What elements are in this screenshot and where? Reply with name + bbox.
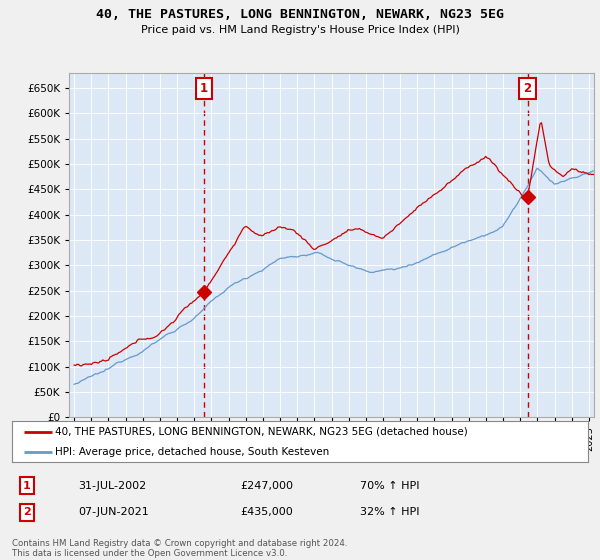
Text: 2: 2	[524, 82, 532, 95]
Text: 2: 2	[23, 507, 31, 517]
Text: 32% ↑ HPI: 32% ↑ HPI	[360, 507, 419, 517]
Text: 31-JUL-2002: 31-JUL-2002	[78, 480, 146, 491]
Text: Contains HM Land Registry data © Crown copyright and database right 2024.: Contains HM Land Registry data © Crown c…	[12, 539, 347, 548]
Text: 70% ↑ HPI: 70% ↑ HPI	[360, 480, 419, 491]
Text: 1: 1	[200, 82, 208, 95]
Text: This data is licensed under the Open Government Licence v3.0.: This data is licensed under the Open Gov…	[12, 549, 287, 558]
Text: 40, THE PASTURES, LONG BENNINGTON, NEWARK, NG23 5EG (detached house): 40, THE PASTURES, LONG BENNINGTON, NEWAR…	[55, 427, 468, 437]
Text: £247,000: £247,000	[240, 480, 293, 491]
Text: £435,000: £435,000	[240, 507, 293, 517]
Text: 1: 1	[23, 480, 31, 491]
Text: 40, THE PASTURES, LONG BENNINGTON, NEWARK, NG23 5EG: 40, THE PASTURES, LONG BENNINGTON, NEWAR…	[96, 8, 504, 21]
Text: 07-JUN-2021: 07-JUN-2021	[78, 507, 149, 517]
Text: Price paid vs. HM Land Registry's House Price Index (HPI): Price paid vs. HM Land Registry's House …	[140, 25, 460, 35]
Text: HPI: Average price, detached house, South Kesteven: HPI: Average price, detached house, Sout…	[55, 447, 329, 457]
